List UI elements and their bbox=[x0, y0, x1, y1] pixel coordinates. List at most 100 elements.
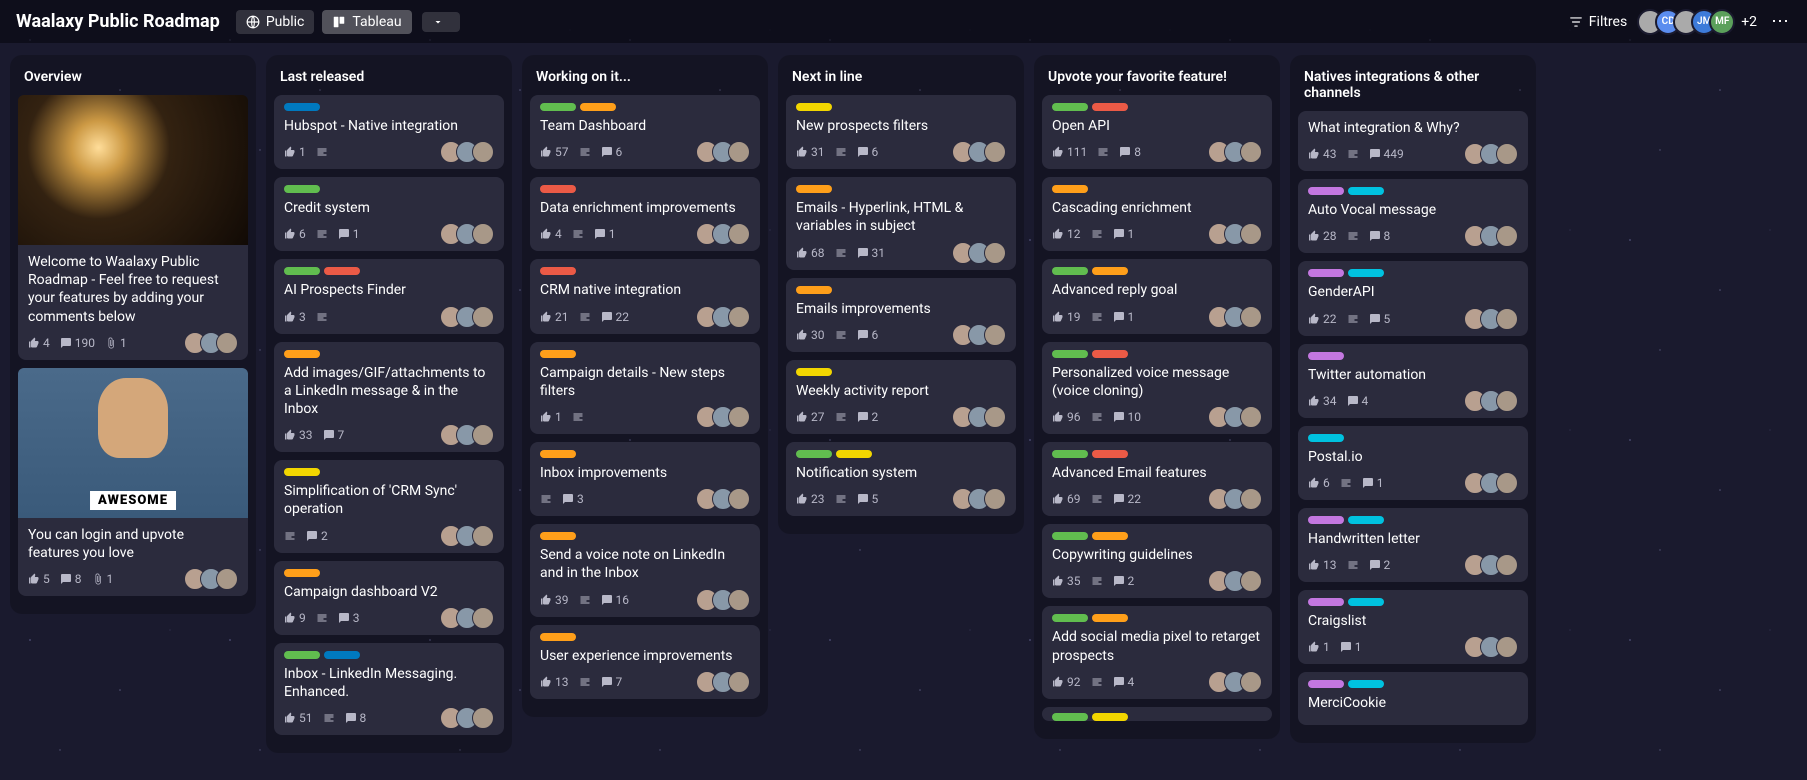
member-avatar[interactable] bbox=[472, 525, 494, 547]
card[interactable]: MerciCookie bbox=[1298, 672, 1528, 724]
label-purple[interactable] bbox=[1308, 516, 1344, 524]
member-avatar[interactable] bbox=[472, 707, 494, 729]
label-green[interactable] bbox=[1052, 350, 1088, 358]
label-red[interactable] bbox=[1092, 450, 1128, 458]
label-orange[interactable] bbox=[1092, 267, 1128, 275]
card[interactable]: Add social media pixel to retarget prosp… bbox=[1042, 606, 1272, 698]
label-green[interactable] bbox=[1052, 103, 1088, 111]
column-title[interactable]: Working on it... bbox=[530, 65, 760, 95]
member-avatar[interactable] bbox=[216, 332, 238, 354]
label-yellow[interactable] bbox=[796, 103, 832, 111]
member-overflow-count[interactable]: +2 bbox=[1741, 14, 1757, 30]
card[interactable]: Advanced Email features6922 bbox=[1042, 442, 1272, 516]
label-orange[interactable] bbox=[580, 103, 616, 111]
member-avatar[interactable] bbox=[472, 223, 494, 245]
member-avatar[interactable] bbox=[472, 607, 494, 629]
card[interactable] bbox=[1042, 707, 1272, 721]
label-orange[interactable] bbox=[796, 286, 832, 294]
label-yellow[interactable] bbox=[1092, 713, 1128, 721]
label-purple[interactable] bbox=[1308, 269, 1344, 277]
card[interactable]: Send a voice note on LinkedIn and in the… bbox=[530, 524, 760, 616]
label-red[interactable] bbox=[1092, 350, 1128, 358]
label-sky[interactable] bbox=[1348, 598, 1384, 606]
label-orange[interactable] bbox=[540, 532, 576, 540]
member-avatar[interactable] bbox=[728, 406, 750, 428]
label-green[interactable] bbox=[1052, 713, 1088, 721]
label-green[interactable] bbox=[284, 267, 320, 275]
member-avatar[interactable] bbox=[1240, 488, 1262, 510]
label-blue[interactable] bbox=[324, 651, 360, 659]
label-purple[interactable] bbox=[1308, 352, 1344, 360]
card[interactable]: Postal.io61 bbox=[1298, 426, 1528, 500]
card[interactable]: Cascading enrichment121 bbox=[1042, 177, 1272, 251]
view-chip[interactable]: Tableau bbox=[322, 10, 411, 34]
card[interactable]: Craigslist11 bbox=[1298, 590, 1528, 664]
label-green[interactable] bbox=[1052, 532, 1088, 540]
member-avatar[interactable] bbox=[984, 324, 1006, 346]
label-yellow[interactable] bbox=[836, 450, 872, 458]
card[interactable]: Inbox - LinkedIn Messaging. Enhanced.518 bbox=[274, 643, 504, 735]
member-avatar[interactable] bbox=[1240, 671, 1262, 693]
card[interactable]: New prospects filters316 bbox=[786, 95, 1016, 169]
card[interactable]: AI Prospects Finder3 bbox=[274, 259, 504, 333]
card[interactable]: Notification system235 bbox=[786, 442, 1016, 516]
member-avatar[interactable] bbox=[984, 488, 1006, 510]
member-avatar[interactable] bbox=[1240, 306, 1262, 328]
card[interactable]: CRM native integration2122 bbox=[530, 259, 760, 333]
member-avatar[interactable] bbox=[1496, 308, 1518, 330]
member-avatar[interactable] bbox=[1240, 223, 1262, 245]
member-avatar[interactable] bbox=[1496, 636, 1518, 658]
card[interactable]: Add images/GIF/attachments to a LinkedIn… bbox=[274, 342, 504, 453]
board-menu-button[interactable]: ⋯ bbox=[1771, 11, 1791, 32]
member-avatars[interactable]: CD JM MF bbox=[1637, 9, 1735, 35]
card[interactable]: You can login and upvote features you lo… bbox=[18, 368, 248, 596]
label-orange[interactable] bbox=[540, 450, 576, 458]
label-red[interactable] bbox=[324, 267, 360, 275]
column-title[interactable]: Next in line bbox=[786, 65, 1016, 95]
member-avatar[interactable] bbox=[1240, 141, 1262, 163]
label-orange[interactable] bbox=[1052, 185, 1088, 193]
label-orange[interactable] bbox=[540, 633, 576, 641]
label-orange[interactable] bbox=[284, 569, 320, 577]
card[interactable]: Team Dashboard576 bbox=[530, 95, 760, 169]
member-avatar[interactable] bbox=[728, 306, 750, 328]
card[interactable]: Copywriting guidelines352 bbox=[1042, 524, 1272, 598]
column-title[interactable]: Last released bbox=[274, 65, 504, 95]
view-switcher[interactable] bbox=[422, 12, 460, 32]
column-title[interactable]: Upvote your favorite feature! bbox=[1042, 65, 1272, 95]
card[interactable]: Handwritten letter132 bbox=[1298, 508, 1528, 582]
card[interactable]: What integration & Why?43449 bbox=[1298, 111, 1528, 171]
label-red[interactable] bbox=[1092, 103, 1128, 111]
member-avatar[interactable] bbox=[728, 141, 750, 163]
label-blue[interactable] bbox=[284, 103, 320, 111]
label-yellow[interactable] bbox=[796, 368, 832, 376]
label-red[interactable] bbox=[540, 185, 576, 193]
label-green[interactable] bbox=[284, 185, 320, 193]
label-purple[interactable] bbox=[1308, 680, 1344, 688]
card[interactable]: Welcome to Waalaxy Public Roadmap - Feel… bbox=[18, 95, 248, 360]
label-orange[interactable] bbox=[284, 350, 320, 358]
label-orange[interactable] bbox=[540, 350, 576, 358]
card[interactable]: Advanced reply goal191 bbox=[1042, 259, 1272, 333]
label-orange[interactable] bbox=[1092, 532, 1128, 540]
card[interactable]: Twitter automation344 bbox=[1298, 344, 1528, 418]
label-orange[interactable] bbox=[1092, 614, 1128, 622]
member-avatar[interactable] bbox=[1496, 143, 1518, 165]
member-avatar[interactable] bbox=[216, 568, 238, 590]
avatar[interactable]: MF bbox=[1709, 9, 1735, 35]
filter-button[interactable]: Filtres bbox=[1569, 14, 1627, 30]
column-title[interactable]: Natives integrations & other channels bbox=[1298, 65, 1528, 111]
member-avatar[interactable] bbox=[728, 589, 750, 611]
column-title[interactable]: Overview bbox=[18, 65, 248, 95]
member-avatar[interactable] bbox=[472, 306, 494, 328]
card[interactable]: Open API1118 bbox=[1042, 95, 1272, 169]
card[interactable]: Data enrichment improvements41 bbox=[530, 177, 760, 251]
card[interactable]: Simplification of 'CRM Sync' operation2 bbox=[274, 460, 504, 552]
member-avatar[interactable] bbox=[1240, 406, 1262, 428]
member-avatar[interactable] bbox=[1496, 554, 1518, 576]
card[interactable]: Hubspot - Native integration1 bbox=[274, 95, 504, 169]
label-red[interactable] bbox=[540, 267, 576, 275]
label-sky[interactable] bbox=[1348, 269, 1384, 277]
card[interactable]: Campaign dashboard V293 bbox=[274, 561, 504, 635]
card[interactable]: Inbox improvements3 bbox=[530, 442, 760, 516]
